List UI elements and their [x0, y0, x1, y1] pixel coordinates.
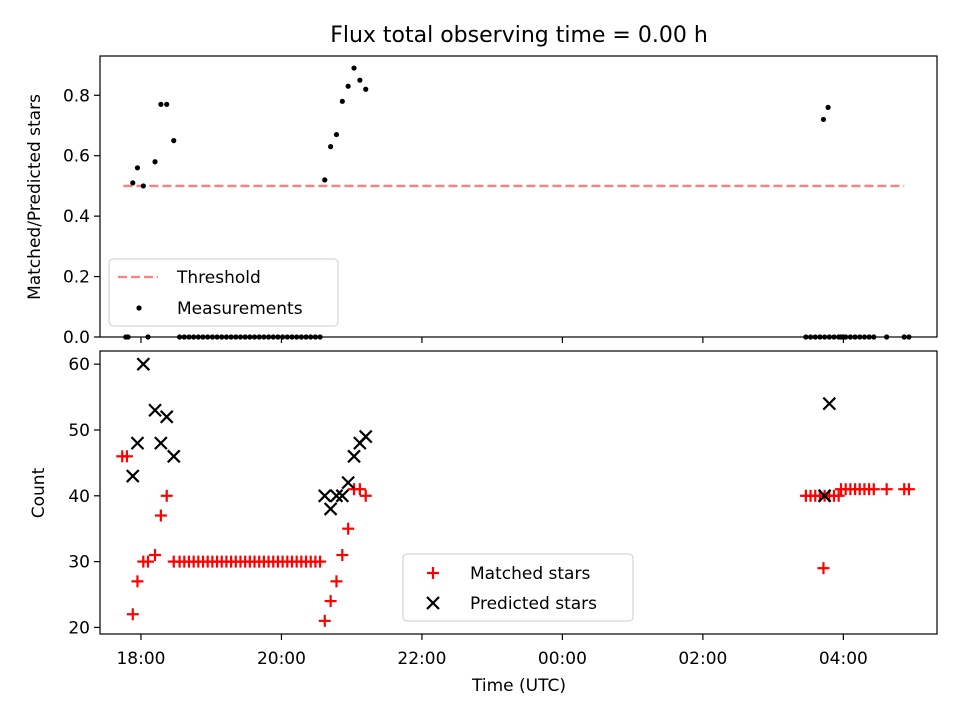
matched-star-point [126, 608, 139, 621]
top-legend: Threshold Measurements [108, 258, 339, 327]
matched-star-point [832, 489, 845, 502]
legend-measurements-label: Measurements [177, 299, 303, 319]
legend-measurements-swatch [136, 305, 142, 311]
measurement-point [339, 98, 345, 104]
top-axes: 0.00.20.40.60.8 Matched/Predicted stars … [25, 55, 938, 348]
top-x-ticks [140, 337, 844, 343]
predicted-star-point [335, 489, 350, 503]
x-axis-label: Time (UTC) [471, 676, 566, 696]
x-tick-label: 00:00 [538, 649, 587, 669]
matched-star-point [154, 509, 167, 522]
matched-star-point [336, 549, 349, 562]
bottom-legend-box [402, 553, 634, 622]
predicted-stars-series [125, 357, 837, 516]
y-tick-label: 20 [68, 618, 90, 638]
predicted-star-point [317, 489, 332, 503]
matched-stars-series [116, 450, 915, 627]
matched-star-point [120, 450, 133, 463]
measurement-point [328, 144, 334, 150]
predicted-star-point [341, 475, 355, 490]
measurement-point [351, 65, 357, 71]
x-tick-label: 04:00 [819, 649, 868, 669]
measurement-point [130, 180, 136, 186]
measurement-point [158, 101, 164, 107]
predicted-star-point [136, 357, 151, 371]
predicted-star-point [159, 410, 174, 424]
bottom-x-ticks: 18:00 20:00 22:00 00:00 02:00 04:00 [116, 634, 868, 669]
y-tick-label: 0.2 [63, 268, 90, 288]
measurement-point [134, 165, 141, 171]
matched-star-point [141, 555, 154, 568]
measurement-point [164, 101, 170, 107]
matched-star-point [342, 522, 355, 535]
measurement-point [171, 138, 177, 144]
matched-star-point [867, 483, 880, 496]
predicted-star-point [125, 469, 140, 483]
predicted-star-point [130, 436, 145, 450]
x-tick-label: 18:00 [116, 649, 165, 669]
predicted-star-point [329, 489, 344, 503]
predicted-star-point [166, 449, 181, 464]
bottom-y-axis-label: Count [29, 467, 49, 518]
predicted-star-point [148, 403, 162, 418]
bottom-axes: 20 30 40 50 60 18:00 20:00 22:00 00:00 02:00 04:0… [29, 350, 938, 696]
legend-matched-label: Matched stars [470, 564, 590, 584]
predicted-star-point [154, 436, 168, 450]
legend-predicted-swatch [426, 596, 440, 610]
bottom-axes-frame [99, 350, 938, 635]
top-legend-box [108, 258, 339, 327]
top-axes-frame [99, 55, 938, 338]
y-tick-label: 0.8 [63, 86, 90, 106]
y-tick-label: 0.0 [63, 328, 90, 348]
matched-star-point [817, 562, 830, 575]
measurement-point [152, 159, 158, 165]
predicted-star-point [323, 502, 338, 516]
y-tick-label: 0.6 [63, 147, 90, 167]
measurement-point [820, 116, 827, 123]
matched-star-point [359, 489, 372, 502]
predicted-star-point [347, 449, 361, 464]
predicted-star-point [817, 489, 832, 503]
measurement-point [357, 77, 363, 83]
measurement-point [345, 83, 351, 89]
matched-star-point [902, 483, 915, 496]
x-tick-label: 22:00 [397, 649, 446, 669]
measurement-point [322, 177, 328, 183]
top-y-axis-label: Matched/Predicted stars [25, 94, 45, 300]
matched-star-point [880, 483, 893, 496]
matched-star-point [330, 575, 343, 588]
measurement-point [140, 183, 146, 189]
matched-star-point [149, 549, 162, 562]
y-tick-label: 0.4 [63, 207, 90, 227]
bottom-legend: Matched stars Predicted stars [402, 553, 634, 622]
legend-predicted-label: Predicted stars [470, 594, 597, 614]
measurement-point [825, 104, 831, 110]
legend-threshold-label: Threshold [176, 268, 261, 288]
matched-star-point [318, 614, 331, 627]
legend-matched-swatch [427, 567, 439, 579]
matched-star-point [314, 555, 327, 568]
x-tick-label: 20:00 [257, 649, 306, 669]
predicted-star-point [358, 429, 373, 444]
measurement-point [333, 131, 340, 138]
measurement-point [363, 86, 369, 92]
matched-star-point [131, 575, 144, 588]
x-tick-label: 02:00 [678, 649, 727, 669]
bottom-y-ticks: 20 30 40 50 60 [68, 355, 100, 638]
figure-title: Flux total observing time = 0.00 h [330, 23, 708, 48]
predicted-star-point [822, 396, 837, 411]
top-y-ticks: 0.0 0.2 0.4 0.6 0.8 [63, 86, 100, 348]
y-tick-label: 30 [68, 553, 90, 573]
y-tick-label: 50 [68, 421, 90, 441]
matched-star-point [160, 489, 173, 502]
y-tick-label: 40 [68, 487, 90, 507]
matched-star-point [353, 483, 366, 496]
matched-star-point [324, 595, 337, 608]
y-tick-label: 60 [68, 355, 90, 375]
